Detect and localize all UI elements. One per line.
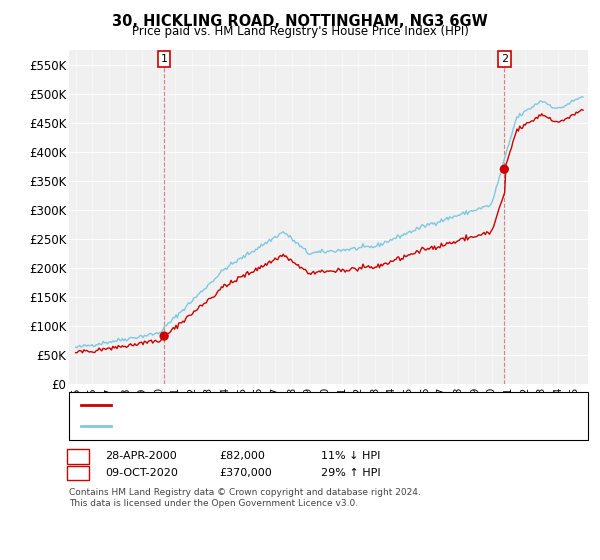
Text: 1: 1 <box>161 54 167 64</box>
Text: £82,000: £82,000 <box>219 451 265 461</box>
Text: Contains HM Land Registry data © Crown copyright and database right 2024.
This d: Contains HM Land Registry data © Crown c… <box>69 488 421 508</box>
Text: 29% ↑ HPI: 29% ↑ HPI <box>321 468 380 478</box>
Text: 1: 1 <box>74 451 82 461</box>
Text: 30, HICKLING ROAD, NOTTINGHAM, NG3 6GW (detached house): 30, HICKLING ROAD, NOTTINGHAM, NG3 6GW (… <box>120 400 453 410</box>
Text: HPI: Average price, detached house, Gedling: HPI: Average price, detached house, Gedl… <box>120 421 353 431</box>
Text: 11% ↓ HPI: 11% ↓ HPI <box>321 451 380 461</box>
Point <box>160 332 169 340</box>
Text: 09-OCT-2020: 09-OCT-2020 <box>105 468 178 478</box>
Text: 28-APR-2000: 28-APR-2000 <box>105 451 177 461</box>
Text: £370,000: £370,000 <box>219 468 272 478</box>
Text: Price paid vs. HM Land Registry's House Price Index (HPI): Price paid vs. HM Land Registry's House … <box>131 25 469 38</box>
Text: 2: 2 <box>74 468 82 478</box>
Text: 2: 2 <box>501 54 508 64</box>
Point <box>500 165 509 174</box>
Text: 30, HICKLING ROAD, NOTTINGHAM, NG3 6GW: 30, HICKLING ROAD, NOTTINGHAM, NG3 6GW <box>112 14 488 29</box>
